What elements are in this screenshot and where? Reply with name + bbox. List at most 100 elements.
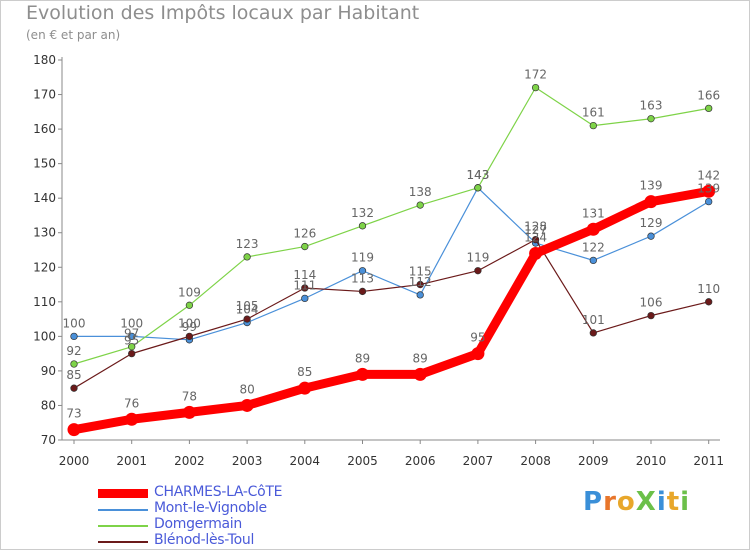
data-point — [471, 347, 485, 361]
data-label: 139 — [640, 179, 663, 193]
y-tick-label: 140 — [33, 191, 56, 205]
data-label: 78 — [182, 389, 197, 403]
data-point — [416, 201, 424, 209]
data-label: 104 — [236, 303, 259, 317]
x-tick-label: 2007 — [463, 454, 494, 468]
data-point — [128, 332, 136, 341]
data-label: 80 — [239, 382, 254, 396]
series-blenod-les-toul — [70, 235, 713, 392]
x-tick-label: 2005 — [347, 454, 378, 468]
data-point — [647, 115, 655, 123]
data-point — [185, 301, 194, 309]
data-label: 138 — [409, 185, 432, 199]
series-line-mont-le-vignoble — [73, 187, 710, 341]
data-point — [128, 349, 136, 358]
x-tick-label: 2008 — [520, 454, 551, 468]
data-point — [70, 384, 78, 392]
chart-title: Evolution des Impôts locaux par Habitant — [26, 2, 420, 24]
legend-swatch — [98, 509, 148, 511]
legend-label: Domgermain — [154, 516, 242, 532]
x-tick-label: 2006 — [405, 454, 436, 468]
data-label: 101 — [582, 313, 605, 327]
data-point — [474, 184, 482, 192]
y-tick-label: 100 — [33, 329, 56, 343]
data-point — [531, 83, 540, 92]
data-label: 143 — [466, 168, 489, 182]
data-label: 127 — [524, 223, 547, 237]
proxiti-logo: ProXiti — [583, 487, 691, 517]
data-label: 129 — [640, 216, 663, 230]
data-point — [705, 298, 713, 306]
series-line-charmes-la-cote — [69, 186, 714, 435]
data-label: 100 — [120, 316, 143, 330]
data-label: 100 — [178, 316, 201, 330]
data-label: 89 — [413, 351, 428, 365]
data-point — [589, 256, 597, 265]
data-label: 110 — [697, 282, 720, 296]
legend-swatch — [98, 525, 148, 527]
data-label: 97 — [124, 327, 139, 341]
data-label: 119 — [466, 251, 489, 265]
data-point — [705, 104, 713, 113]
x-tick-label: 2001 — [116, 454, 147, 468]
y-tick-label: 120 — [33, 260, 56, 274]
y-tick-label: 70 — [41, 433, 56, 447]
data-point — [125, 412, 139, 426]
x-tick-label: 2000 — [59, 454, 90, 468]
data-point — [185, 332, 194, 341]
axes: 70 80 90 100 110 120 130 140 150 160 170 180 2000 200… — [33, 53, 724, 468]
data-point — [70, 332, 78, 341]
legend-swatch — [98, 489, 148, 498]
data-label: 139 — [697, 182, 720, 196]
data-point — [647, 232, 655, 240]
data-label: 105 — [236, 299, 259, 313]
data-label: 100 — [63, 316, 86, 330]
legend-label: Blénod-lès-Toul — [154, 532, 255, 548]
chart-subtitle: (en € et par an) — [26, 28, 121, 42]
data-label: 126 — [293, 227, 316, 241]
data-point — [358, 287, 367, 296]
series-domgermain — [70, 83, 713, 368]
data-label: 161 — [582, 106, 605, 120]
data-label: 92 — [66, 344, 81, 358]
data-point — [416, 280, 424, 289]
x-tick-label: 2004 — [290, 454, 321, 468]
data-label: 106 — [640, 296, 663, 310]
x-tick-label: 2011 — [693, 454, 724, 468]
data-label: 114 — [293, 268, 316, 282]
data-label: 163 — [640, 99, 663, 113]
data-point — [358, 222, 367, 230]
data-label: 131 — [582, 206, 605, 220]
y-tick-label: 110 — [33, 295, 56, 309]
data-point — [589, 329, 597, 337]
data-point — [589, 121, 597, 130]
data-label: 99 — [182, 320, 197, 334]
data-point — [586, 222, 600, 236]
x-tick-label: 2009 — [578, 454, 609, 468]
data-point — [67, 423, 81, 437]
data-label: 142 — [697, 168, 720, 182]
y-tick-label: 130 — [33, 226, 56, 240]
data-label: 111 — [293, 278, 316, 292]
y-tick-label: 90 — [41, 364, 56, 378]
data-label: 95 — [124, 334, 139, 348]
data-label: 95 — [470, 331, 485, 345]
data-label: 166 — [697, 88, 720, 102]
legend-label: CHARMES-LA-CôTE — [154, 484, 283, 500]
data-label: 128 — [524, 220, 547, 234]
data-point — [301, 284, 309, 292]
data-label: 89 — [355, 351, 370, 365]
series-line-domgermain — [73, 87, 710, 365]
data-label: 122 — [582, 240, 605, 254]
series-mont-le-vignoble — [70, 184, 713, 344]
data-point — [301, 294, 309, 303]
data-point — [705, 197, 713, 206]
data-point — [644, 195, 658, 209]
data-label: 143 — [466, 168, 489, 182]
y-tick-label: 80 — [41, 398, 56, 412]
data-label: 119 — [351, 251, 374, 265]
data-point — [243, 315, 251, 323]
data-label: 73 — [66, 407, 81, 421]
x-tick-label: 2003 — [232, 454, 263, 468]
